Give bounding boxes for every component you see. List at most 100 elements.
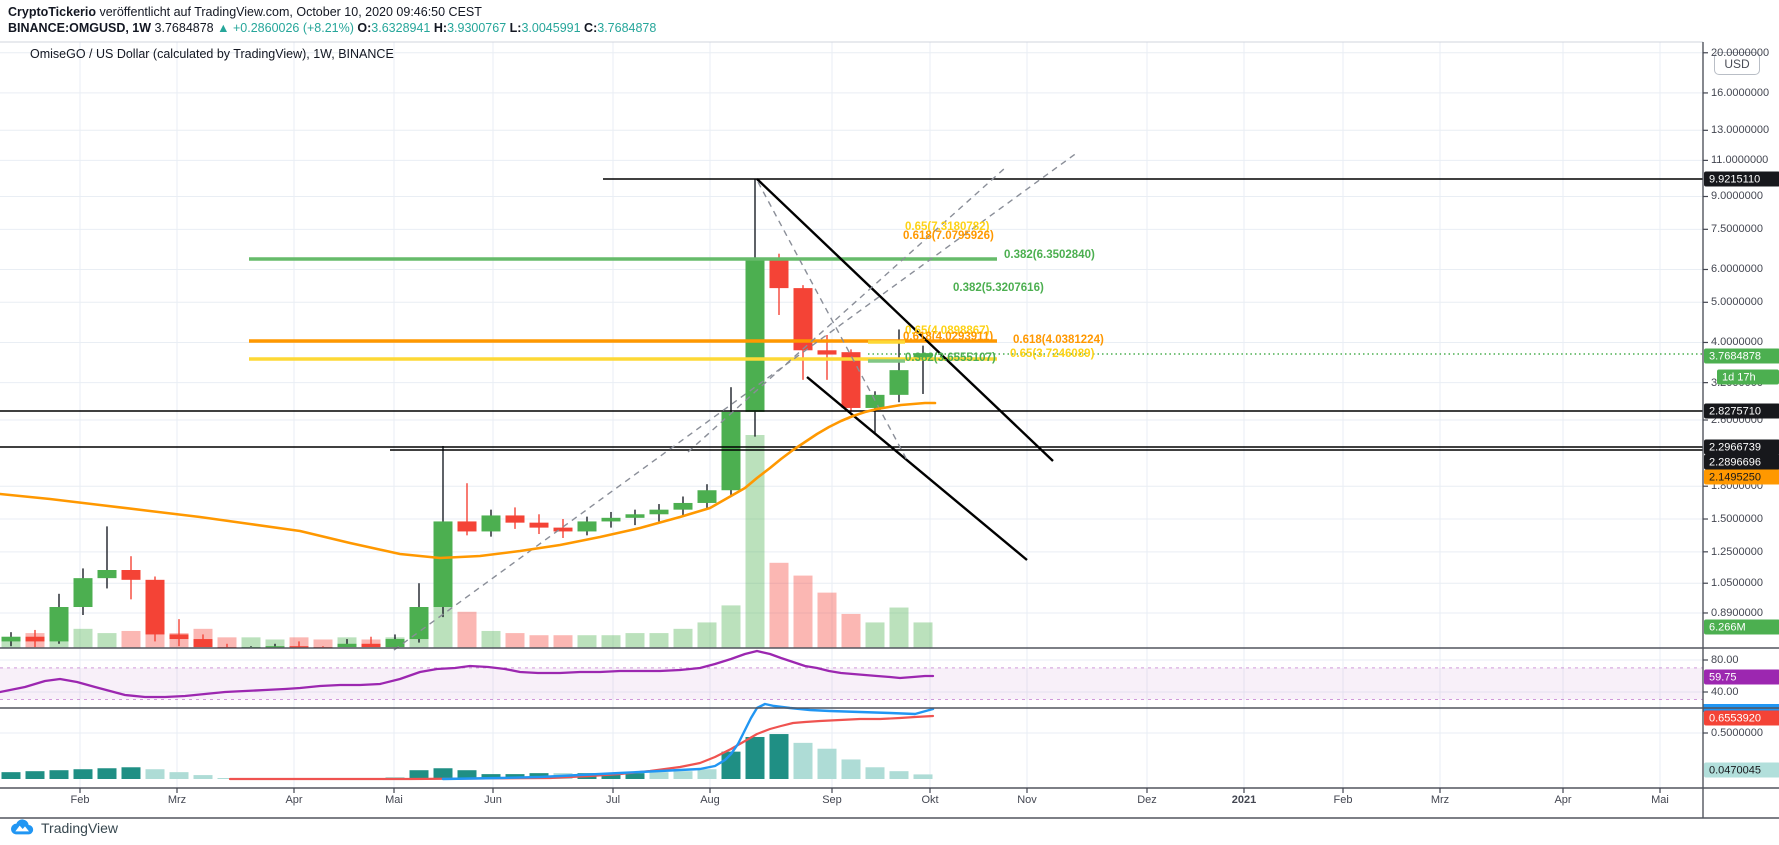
price-axis-label: 0.8900000 — [1711, 606, 1763, 619]
volume-bar — [265, 639, 285, 648]
price-axis-label: 7.5000000 — [1711, 223, 1763, 236]
indicator-histogram-bar — [721, 751, 741, 779]
candle-body — [97, 570, 117, 579]
time-axis-label: Sep — [822, 794, 842, 806]
low-label: L: — [509, 21, 522, 35]
published-text: veröffentlicht auf TradingView.com, Octo… — [99, 5, 482, 19]
volume-bar — [601, 635, 621, 648]
trend-line — [756, 178, 1054, 462]
price-change: +0.2860026 (+8.21%) — [232, 21, 354, 35]
price-axis-label: 1.0500000 — [1711, 577, 1763, 590]
price-axis-label: 11.0000000 — [1711, 154, 1769, 167]
price-badge: 9.9215110 — [1704, 171, 1779, 187]
candle-body — [745, 257, 765, 412]
volume-bar — [625, 633, 645, 648]
candle-body — [625, 514, 645, 518]
candle-body — [481, 515, 501, 532]
price-badge: 59.75 — [1704, 669, 1779, 685]
indicator-histogram-bar — [145, 769, 165, 779]
trend-line — [806, 376, 1028, 561]
candle-body — [529, 522, 549, 528]
fib-level-label: 0.65(3.7246089) — [1010, 348, 1095, 360]
candle-body — [505, 515, 525, 523]
indicator-histogram-bar — [769, 734, 789, 779]
dashed-trend-line — [757, 181, 909, 463]
indicator-histogram-bar — [889, 771, 909, 779]
time-axis-label: Apr — [285, 794, 303, 806]
time-axis-label: Feb — [70, 794, 90, 806]
indicator-histogram-bar — [745, 736, 765, 779]
symbol-label: BINANCE:OMGUSD, 1W — [8, 21, 152, 35]
candle-body — [697, 490, 717, 503]
candle-body — [817, 350, 837, 355]
volume-bar — [457, 611, 477, 648]
time-axis-label: Mai — [385, 794, 403, 806]
volume-bar — [73, 628, 93, 648]
fib-level-label: 0.618(7.0795926) — [903, 230, 994, 242]
fib-level-label: 0.382(3.6555107) — [905, 352, 996, 364]
candle-body — [793, 288, 813, 351]
volume-bar — [217, 637, 237, 648]
time-axis-label: Dez — [1137, 794, 1157, 806]
volume-bar — [745, 435, 765, 648]
candle-body — [649, 509, 669, 515]
candle-body — [913, 353, 933, 360]
rsi-line — [0, 649, 935, 699]
indicator-histogram-bar — [433, 768, 453, 779]
time-axis-label: Okt — [921, 794, 939, 806]
publication-line: CryptoTickerio veröffentlicht auf Tradin… — [8, 4, 656, 20]
time-axis-label: Mrz — [1430, 794, 1450, 806]
indicator-histogram-bar — [817, 748, 837, 779]
dashed-trend-line — [687, 167, 1006, 453]
publication-header: CryptoTickerio veröffentlicht auf Tradin… — [8, 4, 656, 36]
tradingview-logo-text: TradingView — [41, 820, 119, 836]
tradingview-branding[interactable]: TradingView — [10, 816, 118, 840]
volume-bar — [793, 575, 813, 648]
indicator-histogram-bar — [481, 774, 501, 779]
candle-body — [553, 527, 573, 532]
fib-level-label: 0.618(4.0293911) — [903, 331, 994, 343]
indicator-axis-label: 0.5000000 — [1711, 727, 1763, 739]
price-badge: 2.8275710 — [1704, 403, 1779, 419]
chart-title: OmiseGO / US Dollar (calculated by Tradi… — [30, 47, 394, 61]
volume-bar — [313, 639, 333, 648]
time-axis-label: Mai — [1651, 794, 1669, 806]
time-axis-label: Apr — [1554, 794, 1572, 806]
volume-bar — [505, 633, 525, 648]
volume-bar — [721, 605, 741, 648]
last-price: 3.7684878 — [154, 21, 214, 35]
indicator-histogram-bar — [121, 767, 141, 779]
candle-body — [385, 639, 405, 647]
moving-average-line — [0, 401, 937, 560]
price-badge: 6.266M — [1704, 619, 1779, 635]
indicator-histogram-bar — [649, 772, 669, 779]
author-name: CryptoTickerio — [8, 5, 96, 19]
candle-body — [121, 570, 141, 580]
price-axis-label: 13.0000000 — [1711, 124, 1770, 137]
currency-toggle-button[interactable]: USD — [1714, 52, 1760, 75]
candle-body — [145, 579, 165, 635]
candle-body — [577, 521, 597, 532]
fib-level-label: 0.382(6.3502840) — [1004, 249, 1095, 261]
candle-body — [769, 257, 789, 289]
fib-level-label: 0.618(4.0381224) — [1013, 334, 1104, 346]
price-axis-label: 9.0000000 — [1711, 190, 1763, 203]
indicator-histogram-bar — [193, 775, 213, 779]
rsi-axis-label: 40.00 — [1711, 686, 1739, 698]
indicator-histogram-bar — [97, 768, 117, 779]
candle-body — [289, 646, 309, 648]
indicator-histogram-bar — [793, 742, 813, 779]
candle-body — [49, 607, 69, 642]
up-arrow-icon: ▲ — [217, 21, 230, 35]
indicator-histogram-bar — [25, 771, 45, 779]
indicator-main-line — [441, 702, 935, 781]
volume-bar — [769, 562, 789, 648]
volume-bar — [841, 613, 861, 648]
tradingview-logo-icon — [11, 819, 34, 835]
open-label: O: — [357, 21, 372, 35]
volume-bar — [817, 592, 837, 648]
volume-bar — [889, 607, 909, 648]
fib-level-label: 0.65(7.3180782) — [905, 221, 990, 233]
